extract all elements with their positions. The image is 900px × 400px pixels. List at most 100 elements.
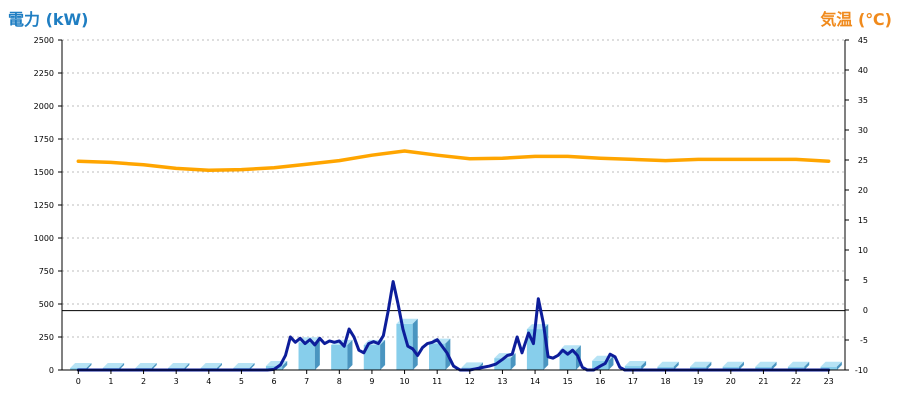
x-tick-label: 4 <box>206 377 211 386</box>
bar <box>722 366 739 370</box>
right-tick-label: 20 <box>858 186 868 195</box>
bar-top <box>820 361 842 367</box>
bar-side <box>119 363 125 370</box>
right-tick-label: 0 <box>863 306 868 315</box>
right-tick-label: 45 <box>858 36 868 45</box>
right-tick-label: 30 <box>858 126 868 135</box>
left-axis-title: 電力 (kW) <box>8 10 89 29</box>
x-tick-label: 16 <box>595 377 605 386</box>
bar-side <box>771 361 777 370</box>
x-tick-label: 2 <box>141 377 146 386</box>
x-tick-label: 23 <box>824 377 834 386</box>
right-tick-label: 10 <box>858 246 868 255</box>
power-line <box>76 280 831 372</box>
x-tick-label: 8 <box>337 377 342 386</box>
x-tick-label: 11 <box>432 377 442 386</box>
left-tick-label: 2000 <box>34 102 54 111</box>
left-tick-label: 1750 <box>34 135 54 144</box>
left-tick-label: 250 <box>39 333 54 342</box>
bar <box>363 344 381 370</box>
right-tick-label: -5 <box>860 336 868 345</box>
bar-side <box>86 363 92 370</box>
bar-top <box>722 361 744 367</box>
bar-top <box>102 363 125 369</box>
bar-side <box>347 339 353 370</box>
bar-side <box>249 363 255 370</box>
left-tick-label: 1250 <box>34 201 54 210</box>
x-tick-label: 10 <box>399 377 409 386</box>
bar-side <box>412 318 418 370</box>
left-tick-label: 1000 <box>34 234 54 243</box>
bar <box>624 366 642 370</box>
bar-side <box>184 363 190 370</box>
right-tick-label: 25 <box>858 156 868 165</box>
bar-top <box>624 361 647 367</box>
bar-top <box>755 361 777 367</box>
x-tick-label: 15 <box>563 377 573 386</box>
bar <box>429 343 446 370</box>
right-axis-title: 気温 (℃) <box>820 10 892 29</box>
x-tick-label: 22 <box>791 377 801 386</box>
x-tick-label: 5 <box>239 377 244 386</box>
bar <box>298 342 315 370</box>
bar-side <box>836 361 842 370</box>
x-tick-label: 20 <box>726 377 736 386</box>
bar <box>755 366 772 370</box>
bar <box>494 358 511 370</box>
left-tick-label: 500 <box>39 300 54 309</box>
bar-top <box>461 362 483 368</box>
right-tick-label: 5 <box>863 276 868 285</box>
right-tick-label: 40 <box>858 66 868 75</box>
bar-top <box>233 363 255 369</box>
bar-side <box>510 353 516 370</box>
x-tick-label: 12 <box>465 377 475 386</box>
bar-side <box>804 361 810 370</box>
x-tick-label: 14 <box>530 377 540 386</box>
right-tick-label: 15 <box>858 216 868 225</box>
bar-top <box>168 363 190 369</box>
bar <box>396 323 413 370</box>
left-tick-label: 0 <box>49 366 54 375</box>
bar-side <box>151 363 157 370</box>
bar-top <box>690 361 712 367</box>
right-tick-label: -10 <box>855 366 868 375</box>
bar-top <box>135 363 157 369</box>
bar-top <box>70 363 92 369</box>
left-tick-label: 1500 <box>34 168 54 177</box>
bar-side <box>380 339 386 370</box>
x-tick-label: 6 <box>272 377 277 386</box>
x-tick-label: 0 <box>76 377 81 386</box>
left-tick-label: 750 <box>39 267 54 276</box>
x-tick-label: 17 <box>628 377 638 386</box>
bar-side <box>216 363 222 370</box>
bar-side <box>738 361 744 370</box>
x-tick-label: 3 <box>174 377 179 386</box>
bar <box>690 366 707 370</box>
x-tick-label: 18 <box>660 377 670 386</box>
x-tick-label: 7 <box>304 377 309 386</box>
left-tick-label: 2250 <box>34 69 54 78</box>
bar-top <box>200 363 222 369</box>
bar-side <box>673 361 679 370</box>
x-tick-label: 1 <box>108 377 113 386</box>
bar <box>657 366 674 370</box>
bar <box>331 344 348 370</box>
bar <box>787 366 805 370</box>
bar-side <box>706 361 712 370</box>
x-tick-label: 13 <box>497 377 507 386</box>
bar-side <box>641 361 647 370</box>
left-tick-label: 2500 <box>34 36 54 45</box>
bar-side <box>282 361 288 370</box>
bar <box>820 366 837 370</box>
bar-top <box>559 345 581 351</box>
x-tick-label: 19 <box>693 377 703 386</box>
x-tick-label: 21 <box>758 377 768 386</box>
bar <box>559 350 576 370</box>
x-tick-label: 9 <box>369 377 374 386</box>
temperature-line <box>76 149 831 172</box>
bar-side <box>608 355 614 370</box>
bar-top <box>787 361 810 367</box>
right-tick-label: 35 <box>858 96 868 105</box>
